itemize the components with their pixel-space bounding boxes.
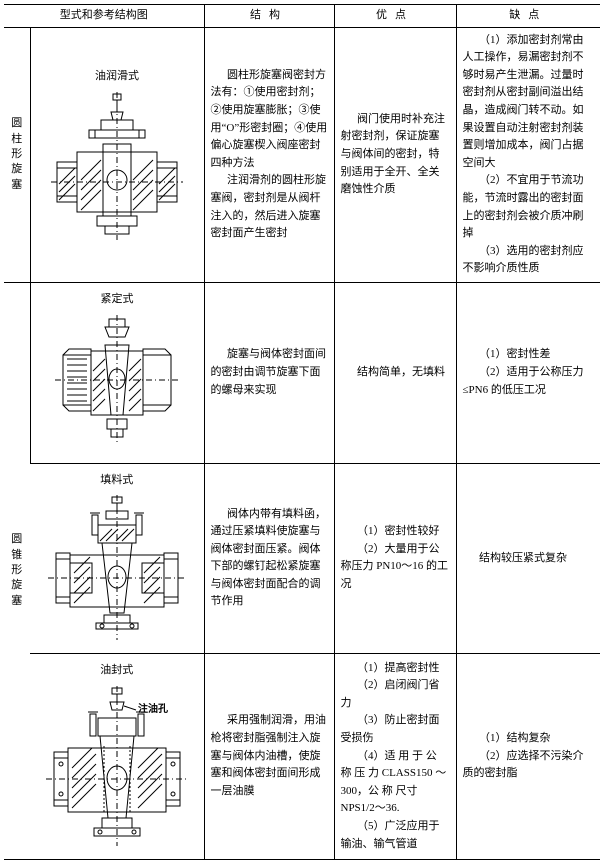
cat-cone: 圆锥形旋塞 [4,282,30,859]
con-2: （1）密封性差 （2）适用于公称压力≤PN6 的低压工况 [456,282,600,463]
con-4: （1）结构复杂 （2）应选择不污染介质的密封脂 [456,654,600,860]
pro-2: 结构简单，无填料 [334,282,456,463]
fig-title-1: 油润滑式 [37,68,198,86]
pro-1: 阀门使用时补充注射密封剂，保证旋塞与阀体间的密封，特别适用于全开、全关磨蚀性介质 [334,27,456,282]
fig-title-2: 紧定式 [37,291,198,309]
struct-4: 采用强制润滑，用油枪将密封脂强制注入旋塞与阀体内油槽，使旋塞和阀体密封面间形成一… [204,654,334,860]
fig-cell-1: 油润滑式 [30,27,204,282]
struct-1: 圆柱形旋塞阀密封方法有：①使用密封剂；②使用旋塞膨胀；③使用“O”形密封圈；④使… [204,27,334,282]
diagram-cone-tight [47,315,187,455]
fig-cell-2: 紧定式 [30,282,204,463]
pro-4: （1）提高密封性 （2）启闭阀门省力 （3）防止密封面受损伤 （4）适 用 于 … [334,654,456,860]
struct-3: 阀体内带有填料函，通过压紧填料使旋塞与阀体密封面压紧。阀体下部的螺钉起松紧旋塞与… [204,463,334,654]
pro-3: （1）密封性较好 （2）大量用于公称压力 PN10～16 的工况 [334,463,456,654]
hdr-pro: 优点 [334,5,456,28]
diagram-cone-oil: 注油孔 [42,686,192,851]
fig-title-4: 油封式 [36,662,198,680]
fig-title-3: 填料式 [36,472,198,490]
fig-cell-3: 填料式 [30,463,204,654]
cat-cyl: 圆柱形旋塞 [4,27,30,282]
diagram-cone-pack [42,495,192,645]
hdr-fig: 型式和参考结构图 [4,5,204,28]
label-oil-hole: 注油孔 [138,702,168,715]
con-3: 结构较压紧式复杂 [456,463,600,654]
table-row: 填料式 [4,463,600,654]
valve-table: 型式和参考结构图 结构 优点 缺点 圆柱形旋塞 油润滑式 [4,4,600,860]
table-row: 圆柱形旋塞 油润滑式 [4,27,600,282]
hdr-con: 缺点 [456,5,600,28]
hdr-struct: 结构 [204,5,334,28]
table-row: 油封式 注油孔 [4,654,600,860]
struct-2: 旋塞与阀体密封面间的密封由调节旋塞下面的螺母来实现 [204,282,334,463]
table-row: 圆锥形旋塞 紧定式 [4,282,600,463]
con-1: （1）添加密封剂常由人工操作，易漏密封剂不够时易产生泄漏。过量时密封剂从密封副间… [456,27,600,282]
fig-cell-4: 油封式 注油孔 [30,654,204,860]
diagram-cyl-oil [47,92,187,242]
header-row: 型式和参考结构图 结构 优点 缺点 [4,5,600,28]
